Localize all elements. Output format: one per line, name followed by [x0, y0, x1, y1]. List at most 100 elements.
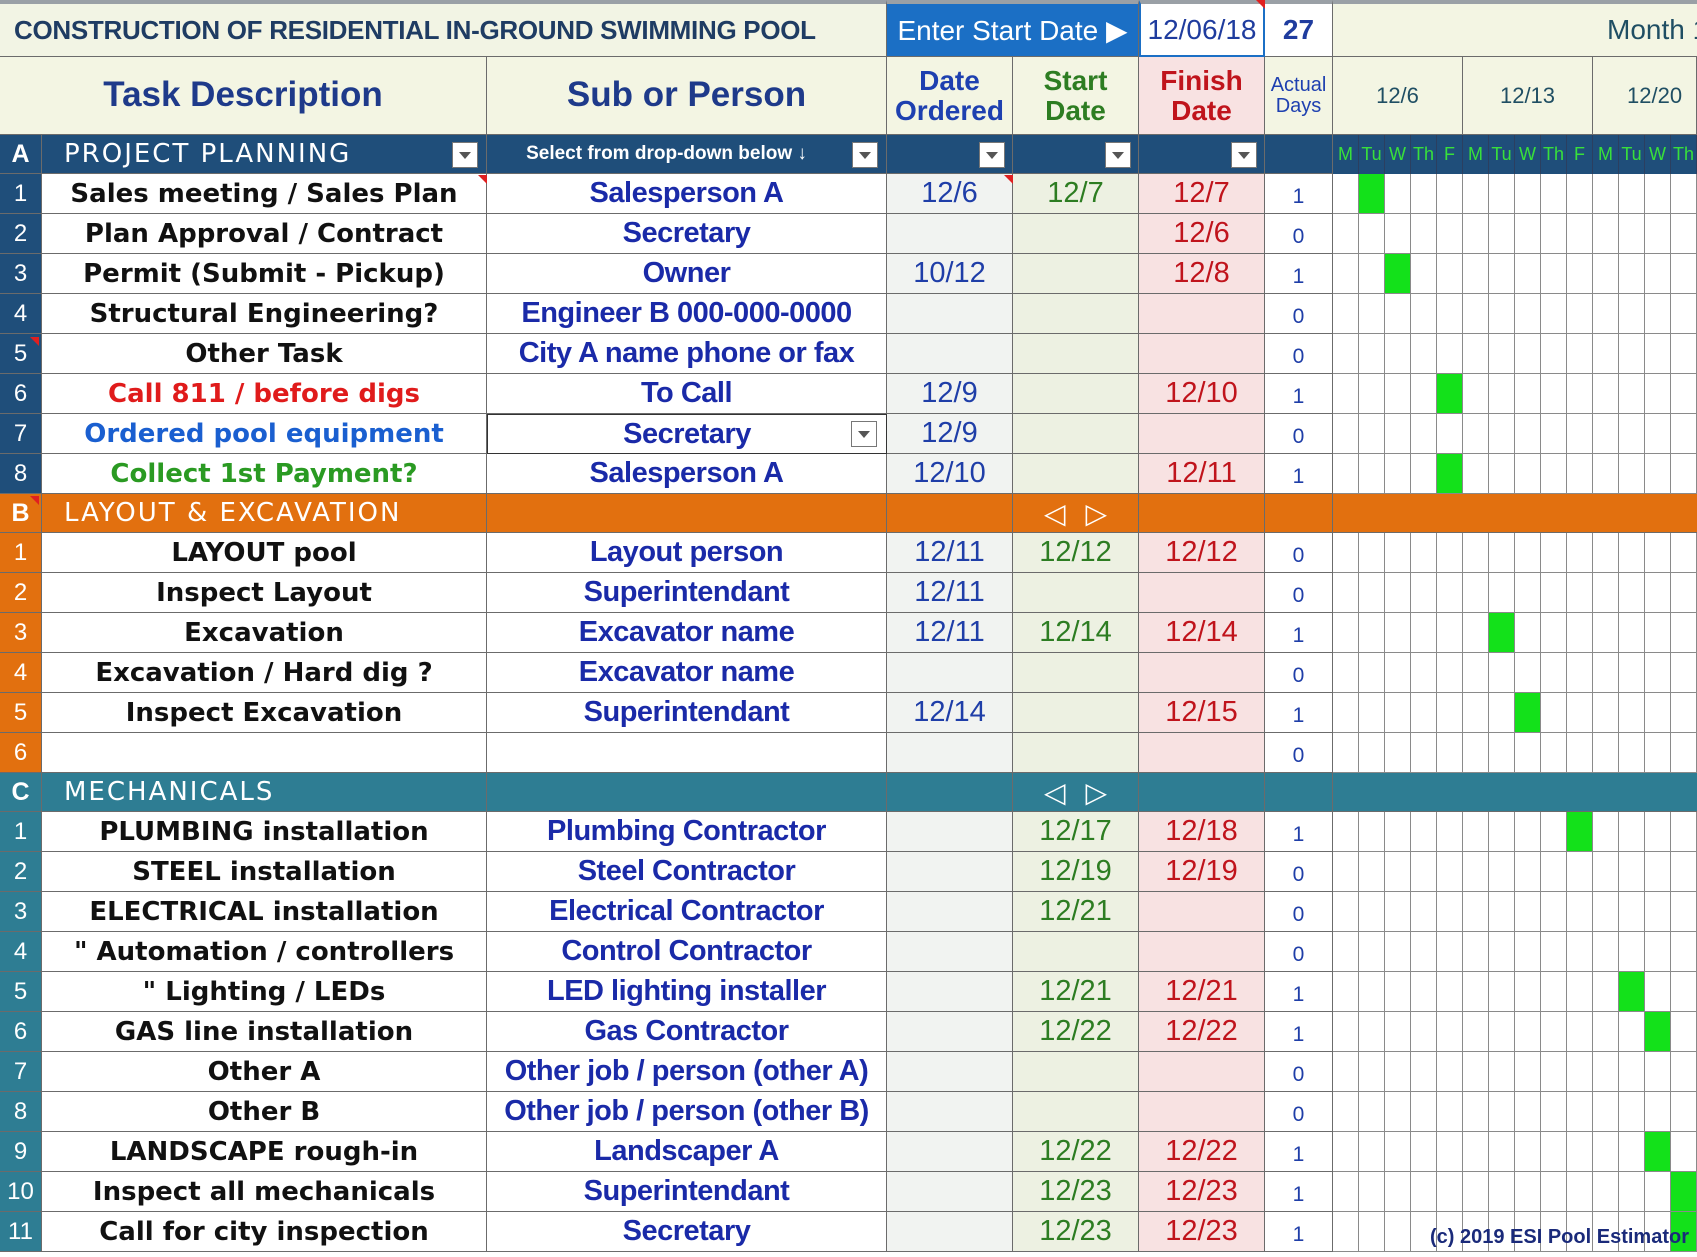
task-description[interactable]: " Automation / controllers	[42, 932, 487, 972]
start-date[interactable]	[1013, 733, 1139, 773]
date-ordered[interactable]: 12/14	[887, 693, 1013, 733]
date-ordered[interactable]: 10/12	[887, 254, 1013, 294]
date-ordered[interactable]: 12/9	[887, 414, 1013, 454]
finish-date[interactable]	[1139, 733, 1265, 773]
finish-date[interactable]	[1139, 1092, 1265, 1132]
sub-or-person[interactable]: Salesperson A	[487, 174, 887, 214]
header-ordered[interactable]: Date Ordered	[887, 57, 1013, 135]
start-date[interactable]: 12/22	[1013, 1012, 1139, 1052]
date-ordered[interactable]	[887, 1092, 1013, 1132]
sub-or-person[interactable]: To Call	[487, 374, 887, 414]
finish-date[interactable]: 12/10	[1139, 374, 1265, 414]
task-description[interactable]: Excavation	[42, 613, 487, 653]
start-date[interactable]	[1013, 1092, 1139, 1132]
finish-date[interactable]: 12/21	[1139, 972, 1265, 1012]
task-description[interactable]: Call 811 / before digs	[42, 374, 487, 414]
date-ordered[interactable]	[887, 294, 1013, 334]
sub-or-person[interactable]: Superintendant	[487, 1172, 887, 1212]
date-ordered[interactable]	[887, 334, 1013, 374]
finish-date[interactable]: 12/11	[1139, 454, 1265, 494]
sub-or-person[interactable]: Steel Contractor	[487, 852, 887, 892]
task-description[interactable]: Call for city inspection	[42, 1212, 487, 1252]
sub-or-person[interactable]: Landscaper A	[487, 1132, 887, 1172]
header-sub[interactable]: Sub or Person	[487, 57, 887, 135]
finish-date[interactable]: 12/6	[1139, 214, 1265, 254]
date-ordered[interactable]	[887, 812, 1013, 852]
finish-date[interactable]: 12/22	[1139, 1012, 1265, 1052]
header-task[interactable]: Task Description	[0, 57, 487, 135]
date-ordered[interactable]: 12/9	[887, 374, 1013, 414]
start-date[interactable]	[1013, 573, 1139, 613]
sub-or-person[interactable]: LED lighting installer	[487, 972, 887, 1012]
sub-or-person[interactable]: City A name phone or fax	[487, 334, 887, 374]
nav-next-icon[interactable]: ▷	[1085, 497, 1108, 529]
sub-or-person[interactable]: Gas Contractor	[487, 1012, 887, 1052]
start-date[interactable]	[1013, 693, 1139, 733]
date-ordered[interactable]: 12/11	[887, 533, 1013, 573]
date-ordered[interactable]: 12/6	[887, 174, 1013, 214]
start-date[interactable]: 12/17	[1013, 812, 1139, 852]
task-description[interactable]: ELECTRICAL installation	[42, 892, 487, 932]
date-ordered[interactable]	[887, 932, 1013, 972]
filter-dropdown-button[interactable]	[1105, 142, 1131, 168]
sub-or-person[interactable]: Plumbing Contractor	[487, 812, 887, 852]
filter-dropdown-button[interactable]	[452, 142, 478, 168]
task-description[interactable]: Excavation / Hard dig ?	[42, 653, 487, 693]
task-description[interactable]: Other B	[42, 1092, 487, 1132]
task-description[interactable]: Permit (Submit - Pickup)	[42, 254, 487, 294]
sub-or-person[interactable]: Salesperson A	[487, 454, 887, 494]
start-date[interactable]: 12/12	[1013, 533, 1139, 573]
finish-date[interactable]: 12/12	[1139, 533, 1265, 573]
start-date[interactable]	[1013, 374, 1139, 414]
finish-date[interactable]: 12/7	[1139, 174, 1265, 214]
task-description[interactable]: Other A	[42, 1052, 487, 1092]
sub-or-person[interactable]: Superintendant	[487, 573, 887, 613]
sub-or-person[interactable]: Secretary	[487, 214, 887, 254]
finish-date[interactable]: 12/8	[1139, 254, 1265, 294]
person-dropdown-button[interactable]	[851, 421, 877, 447]
header-finish[interactable]: Finish Date	[1139, 57, 1265, 135]
finish-date[interactable]: 12/19	[1139, 852, 1265, 892]
nav-next-icon[interactable]: ▷	[1085, 776, 1108, 808]
start-date[interactable]	[1013, 334, 1139, 374]
header-days[interactable]: Actual Days	[1265, 57, 1333, 135]
sub-or-person[interactable]: Layout person	[487, 533, 887, 573]
finish-date[interactable]	[1139, 294, 1265, 334]
filter-dropdown-button[interactable]	[1231, 142, 1257, 168]
date-ordered[interactable]	[887, 1012, 1013, 1052]
task-description[interactable]: Collect 1st Payment?	[42, 454, 487, 494]
start-date[interactable]: 12/14	[1013, 613, 1139, 653]
date-ordered[interactable]	[887, 1052, 1013, 1092]
date-ordered[interactable]	[887, 892, 1013, 932]
date-ordered[interactable]: 12/11	[887, 613, 1013, 653]
sub-or-person[interactable]: Secretary	[487, 414, 887, 454]
sub-or-person[interactable]	[487, 733, 887, 773]
task-description[interactable]: Ordered pool equipment	[42, 414, 487, 454]
sub-or-person[interactable]: Control Contractor	[487, 932, 887, 972]
task-description[interactable]: LAYOUT pool	[42, 533, 487, 573]
date-ordered[interactable]	[887, 733, 1013, 773]
date-ordered[interactable]	[887, 1132, 1013, 1172]
date-ordered[interactable]	[887, 1212, 1013, 1252]
start-date[interactable]: 12/21	[1013, 892, 1139, 932]
finish-date[interactable]	[1139, 892, 1265, 932]
start-date[interactable]: 12/7	[1013, 174, 1139, 214]
sub-or-person[interactable]: Owner	[487, 254, 887, 294]
task-description[interactable]: Inspect Excavation	[42, 693, 487, 733]
task-description[interactable]: Other Task	[42, 334, 487, 374]
date-ordered[interactable]	[887, 1172, 1013, 1212]
start-date[interactable]	[1013, 653, 1139, 693]
task-description[interactable]: PLUMBING installation	[42, 812, 487, 852]
finish-date[interactable]: 12/23	[1139, 1212, 1265, 1252]
start-date[interactable]: 12/23	[1013, 1172, 1139, 1212]
finish-date[interactable]: 12/18	[1139, 812, 1265, 852]
finish-date[interactable]	[1139, 1052, 1265, 1092]
task-description[interactable]: Structural Engineering?	[42, 294, 487, 334]
start-date[interactable]	[1013, 1052, 1139, 1092]
sub-or-person[interactable]: Superintendant	[487, 693, 887, 733]
start-date[interactable]	[1013, 932, 1139, 972]
finish-date[interactable]	[1139, 932, 1265, 972]
date-ordered[interactable]	[887, 972, 1013, 1012]
task-description[interactable]: Sales meeting / Sales Plan	[42, 174, 487, 214]
nav-prev-icon[interactable]: ◁	[1043, 497, 1066, 529]
